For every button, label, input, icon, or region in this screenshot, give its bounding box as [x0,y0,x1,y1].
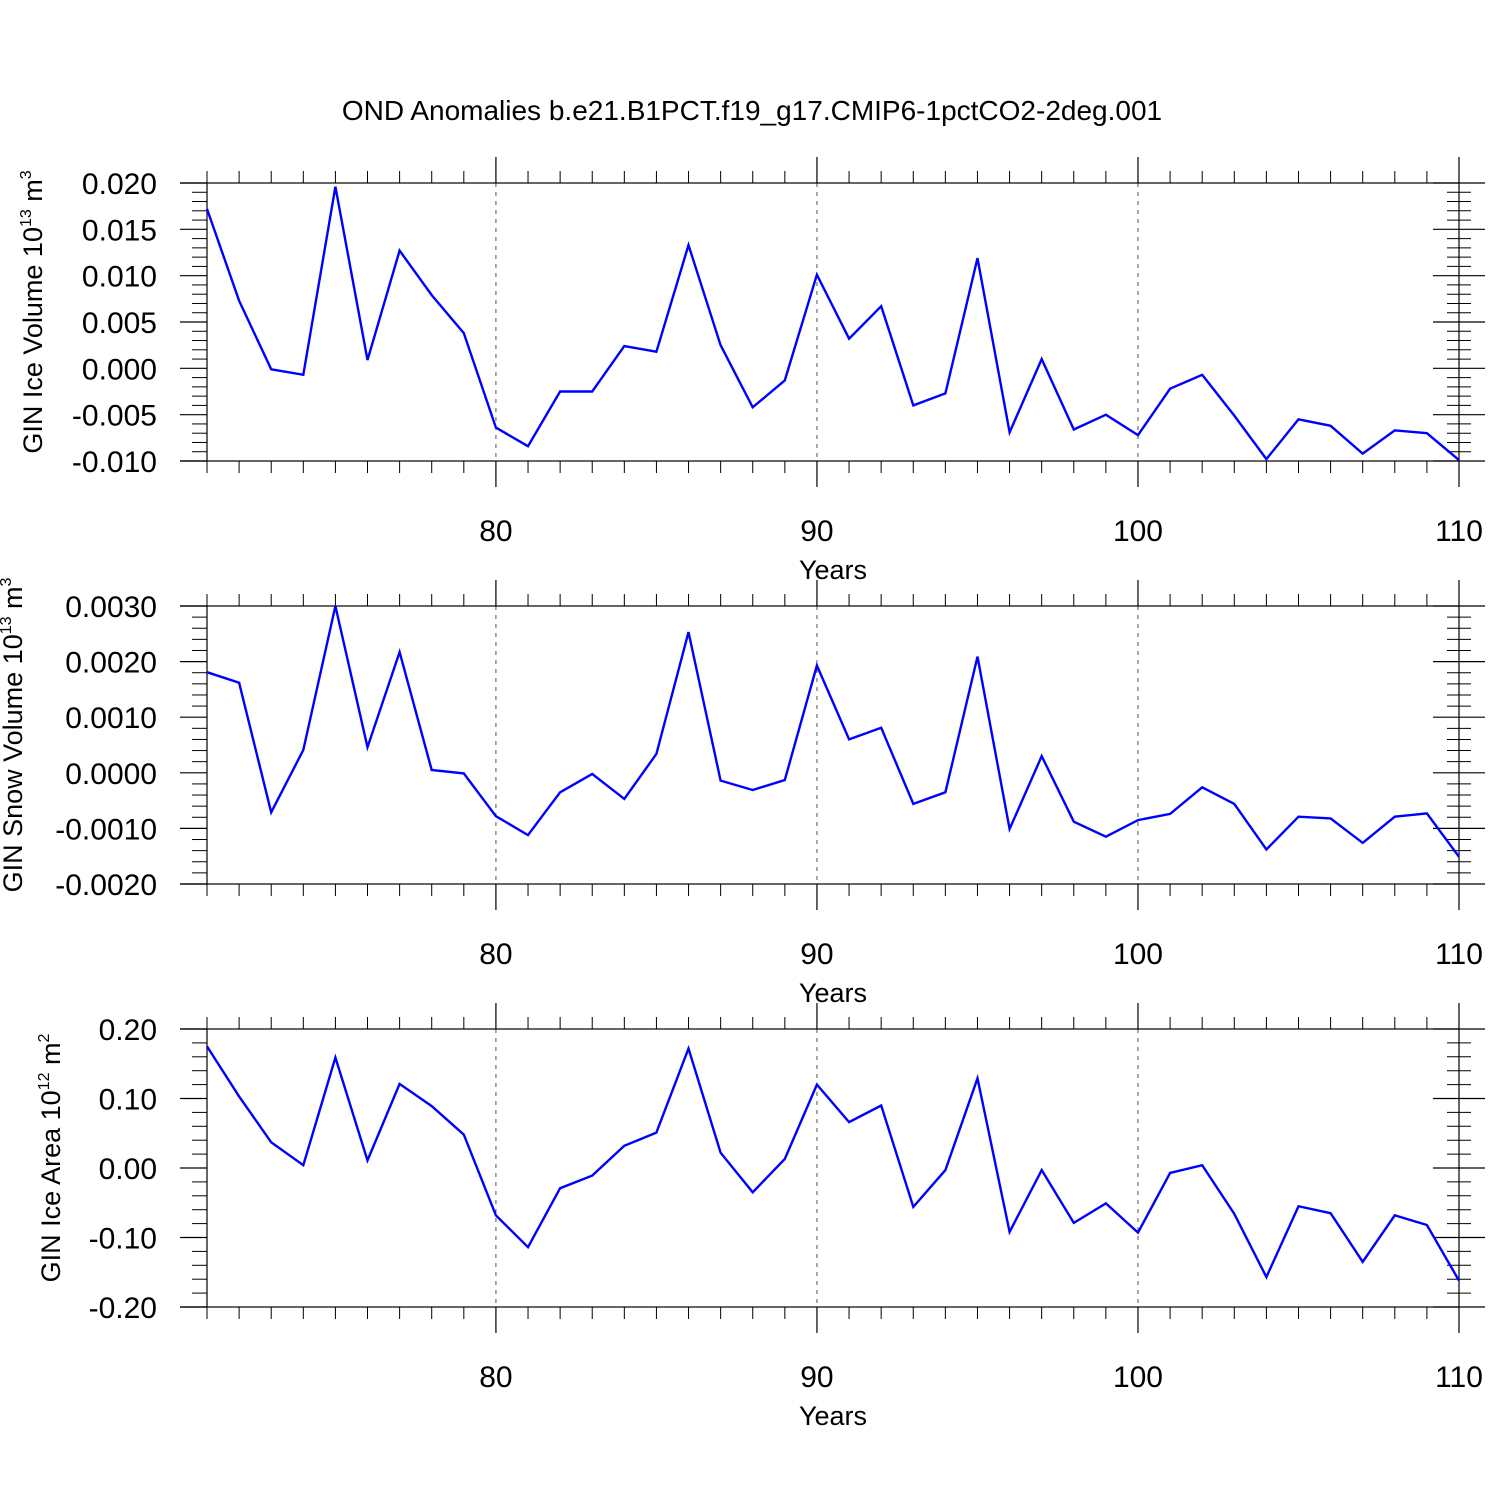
x-axis-label: Years [799,978,867,1008]
y-tick-label: -0.20 [89,1292,157,1325]
y-axis-label: GIN Snow Volume 1013 m3 [0,577,28,892]
x-tick-label: 90 [800,515,833,548]
y-tick-label: 0.0020 [65,647,157,680]
panel-2: 80 90 100 110 -0.0020 -0.0010 0.0000 0.0010 0.00… [0,577,1485,1008]
x-axis-label: Years [799,1401,867,1431]
y-tick-label: -0.0010 [55,813,157,846]
y-tick-label: 0.20 [99,1014,157,1047]
y-tick-label: 0.005 [82,307,157,340]
y-tick-label: 0.010 [82,261,157,294]
y-tick-label: 0.020 [82,168,157,201]
x-tick-label: 110 [1435,938,1483,971]
panel-1: 80 90 100 110 -0.010 -0.005 0.000 0.005 0.010 0.0… [18,157,1485,585]
y-tick-label: 0.0030 [65,591,157,624]
y-tick-label: -0.005 [72,400,157,433]
y-tick-label: 0.00 [99,1153,157,1186]
y-axis-label: GIN Ice Area 1012 m2 [36,1034,66,1283]
panel-3: 80 90 100 110 -0.20 -0.10 0.00 0.10 0.20 Years GIN… [36,1003,1485,1431]
x-tick-label: 90 [800,1361,833,1394]
plot-frame [206,605,1460,885]
chart-title: OND Anomalies b.e21.B1PCT.f19_g17.CMIP6-… [342,95,1162,126]
x-tick-label: 100 [1113,515,1163,548]
y-tick-label: -0.010 [72,446,157,479]
x-tick-label: 80 [479,515,512,548]
y-tick-label: -0.0020 [55,869,157,902]
y-tick-label: -0.10 [89,1223,157,1256]
y-axis-label: GIN Ice Volume 1013 m3 [18,170,48,453]
x-tick-label: 110 [1435,515,1483,548]
x-tick-label: 90 [800,938,833,971]
y-tick-label: 0.015 [82,214,157,247]
x-tick-label: 80 [479,938,512,971]
x-tick-label: 100 [1113,1361,1163,1394]
x-tick-label: 80 [479,1361,512,1394]
series-line [205,186,1460,462]
x-tick-label: 110 [1435,1361,1483,1394]
x-tick-label: 100 [1113,938,1163,971]
x-axis-label: Years [799,555,867,585]
series-line [205,1044,1461,1282]
plot-frame [206,182,1460,462]
y-tick-label: 0.10 [99,1084,157,1117]
y-tick-label: 0.000 [82,353,157,386]
y-tick-label: 0.0000 [65,758,157,791]
y-tick-label: 0.0010 [65,702,157,735]
series-line [206,605,1460,858]
